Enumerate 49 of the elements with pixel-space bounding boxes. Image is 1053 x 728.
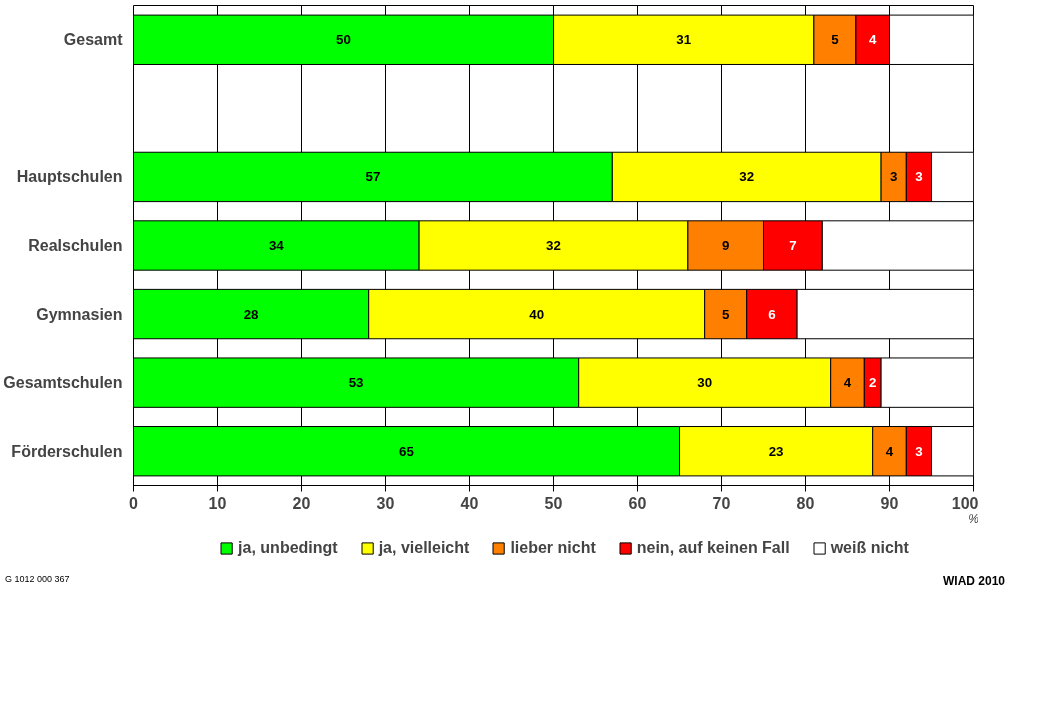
data-label: 5 xyxy=(721,306,730,322)
data-label: 32 xyxy=(546,238,561,253)
y-tick-label: Gesamt xyxy=(63,31,124,49)
data-label: 57 xyxy=(365,169,381,185)
x-axis-title: % xyxy=(968,511,980,526)
x-tick-label: 80 xyxy=(796,494,815,512)
data-label: 65 xyxy=(399,443,415,459)
data-label: 3 xyxy=(889,169,898,185)
data-label: 7 xyxy=(789,238,797,253)
data-label: 34 xyxy=(268,238,285,253)
y-tick-label: Realschulen xyxy=(28,237,123,254)
legend-label: ja, vielleicht xyxy=(378,539,470,557)
x-tick-label: 30 xyxy=(376,494,395,512)
x-tick-label: 0 xyxy=(129,494,139,512)
x-tick-label: 70 xyxy=(712,494,731,512)
data-label: 9 xyxy=(721,238,730,253)
data-label: 40 xyxy=(529,306,545,322)
data-label: 28 xyxy=(243,306,259,322)
text: WIAD 2010 xyxy=(942,573,1005,590)
data-label: 4 xyxy=(868,32,877,48)
x-tick-label: 90 xyxy=(880,494,899,512)
data-label: 53 xyxy=(348,375,364,391)
data-label: 31 xyxy=(676,32,692,48)
data-label: 30 xyxy=(697,375,713,391)
y-tick-label: Hauptschulen xyxy=(16,168,123,186)
legend-label: nein, auf keinen Fall xyxy=(636,539,790,557)
data-label: 3 xyxy=(915,443,923,459)
data-label: 6 xyxy=(768,306,776,322)
y-tick-label: Gesamtschulen xyxy=(3,374,123,392)
legend-label: ja, unbedingt xyxy=(238,539,338,557)
data-label: 4 xyxy=(885,443,894,459)
x-tick-label: 40 xyxy=(460,494,479,512)
data-label: 2 xyxy=(868,375,877,391)
x-tick-label: 100 xyxy=(951,494,979,512)
data-label: 4 xyxy=(843,375,852,391)
text: G 1012 000 367 xyxy=(5,573,70,586)
y-tick-label: Gymnasien xyxy=(36,305,123,323)
x-tick-label: 10 xyxy=(208,494,227,512)
data-label: 5 xyxy=(831,32,840,48)
legend-label: weiß nicht xyxy=(830,539,909,557)
legend-label: lieber nicht xyxy=(510,539,596,557)
y-tick-label: Förderschulen xyxy=(11,442,123,460)
x-tick-label: 50 xyxy=(544,494,563,512)
x-tick-label: 60 xyxy=(628,494,647,512)
data-label: 32 xyxy=(739,169,755,185)
data-label: 23 xyxy=(768,443,784,459)
x-tick-label: 20 xyxy=(292,494,311,512)
data-label: 50 xyxy=(336,32,351,48)
data-label: 3 xyxy=(915,169,923,185)
